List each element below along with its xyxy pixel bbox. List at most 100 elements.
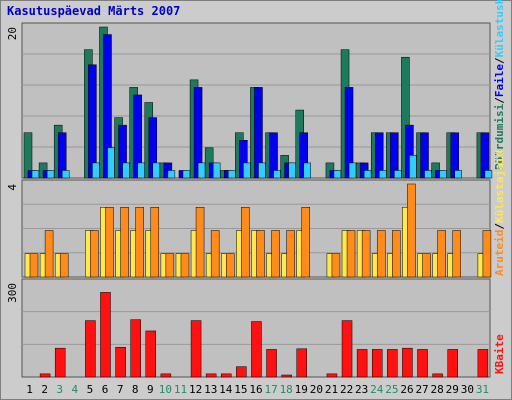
kbytes-bar-7 <box>115 346 126 378</box>
visits-bar-18 <box>286 230 295 278</box>
legend-top-panel-part: Külastuskülgi <box>493 0 506 57</box>
day-label-29: 29 <box>446 383 459 396</box>
day-label-23: 23 <box>355 383 368 396</box>
hits-bar-9 <box>152 162 161 179</box>
hits-bar-25 <box>394 170 402 179</box>
kbytes-bar-12 <box>190 320 202 378</box>
visits-bar-25 <box>392 230 401 278</box>
day-label-9: 9 <box>147 383 154 396</box>
hits-bar-16 <box>258 162 266 179</box>
day-label-6: 6 <box>102 383 109 396</box>
kbytes-bar-24 <box>371 349 383 378</box>
kbytes-bar-9 <box>145 330 157 378</box>
kbytes-bar-19 <box>296 348 307 378</box>
hits-bar-8 <box>137 162 145 179</box>
visits-bar-14 <box>226 253 235 278</box>
kbytes-bar-28 <box>432 373 443 378</box>
day-label-10: 10 <box>159 383 172 396</box>
visits-bar-24 <box>376 230 386 278</box>
kbytes-bar-26 <box>402 347 413 378</box>
visits-bar-16 <box>256 230 265 278</box>
day-label-25: 25 <box>385 383 398 396</box>
hits-bar-18 <box>288 162 296 179</box>
files-bar-5 <box>88 64 97 179</box>
visits-bar-28 <box>437 230 446 278</box>
hits-bar-1 <box>31 170 40 179</box>
visits-bar-1 <box>29 253 39 278</box>
visits-bar-17 <box>271 230 280 278</box>
kbytes-bar-23 <box>356 349 368 378</box>
kbytes-bar-29 <box>447 349 458 378</box>
legend-top-panel-separator: / <box>493 97 506 104</box>
hits-bar-29 <box>454 170 462 179</box>
hits-bar-23 <box>363 170 372 179</box>
day-label-22: 22 <box>340 383 353 396</box>
day-label-31: 31 <box>476 383 489 396</box>
legend-bottom-panel-part: KBaite <box>493 334 506 374</box>
hits-bar-7 <box>122 162 130 179</box>
hits-bar-3 <box>61 170 70 179</box>
visits-bar-22 <box>346 230 356 278</box>
hits-bar-14 <box>228 170 236 179</box>
visits-bar-6 <box>105 207 114 278</box>
visits-bar-23 <box>361 230 371 278</box>
day-label-30: 30 <box>461 383 474 396</box>
hits-bar-27 <box>424 170 432 179</box>
hits-bar-10 <box>167 170 176 179</box>
kbytes-bar-17 <box>266 349 277 378</box>
day-label-16: 16 <box>249 383 262 396</box>
hits-bar-26 <box>409 155 417 179</box>
day-label-17: 17 <box>264 383 277 396</box>
hits-bar-31 <box>484 170 493 179</box>
kbytes-bar-18 <box>281 374 292 378</box>
day-label-21: 21 <box>325 383 338 396</box>
kbytes-bar-21 <box>326 373 338 378</box>
panel-2-y-max-label: 4 <box>6 184 19 191</box>
kbytes-bar-31 <box>477 349 489 378</box>
day-label-11: 11 <box>174 383 187 396</box>
day-label-1: 1 <box>26 383 33 396</box>
hits-bar-11 <box>182 170 191 179</box>
hits-bar-22 <box>348 162 357 179</box>
visits-bar-2 <box>44 230 54 278</box>
kbytes-bar-10 <box>160 373 172 378</box>
hits-bar-2 <box>46 170 55 179</box>
visits-bar-11 <box>180 253 190 278</box>
visits-bar-7 <box>120 207 129 278</box>
kbytes-bar-27 <box>417 349 428 378</box>
hits-bar-5 <box>92 162 100 179</box>
kbytes-bar-5 <box>85 320 96 378</box>
kbytes-bar-3 <box>54 347 66 378</box>
kbytes-bar-13 <box>205 373 217 378</box>
hits-bar-17 <box>273 170 281 179</box>
visits-bar-19 <box>301 207 310 278</box>
day-label-19: 19 <box>295 383 308 396</box>
day-label-26: 26 <box>400 383 413 396</box>
visits-bar-3 <box>59 253 69 278</box>
kbytes-bar-16 <box>251 321 262 378</box>
day-label-4: 4 <box>72 383 79 396</box>
legend-top-panel: Pöördumisi/Faile/Külastuskülgi <box>493 0 506 170</box>
day-label-28: 28 <box>431 383 444 396</box>
day-label-7: 7 <box>117 383 124 396</box>
chart-title: Kasutuspäevad Märts 2007 <box>7 4 181 18</box>
visits-bar-15 <box>241 207 250 278</box>
kbytes-bar-14 <box>221 373 232 378</box>
visits-bar-26 <box>407 183 416 278</box>
day-label-2: 2 <box>41 383 48 396</box>
visits-bar-31 <box>482 230 492 278</box>
day-label-24: 24 <box>370 383 384 396</box>
hits-bar-6 <box>107 147 115 179</box>
visits-bar-9 <box>150 207 160 278</box>
day-label-27: 27 <box>415 383 428 396</box>
day-label-13: 13 <box>204 383 217 396</box>
hits-bar-24 <box>378 170 387 179</box>
panel-3-y-max-label: 300 <box>6 283 19 303</box>
day-label-15: 15 <box>234 383 247 396</box>
legend-bottom-panel: KBaite <box>493 334 506 374</box>
visits-bar-12 <box>195 207 205 278</box>
day-label-8: 8 <box>132 383 139 396</box>
hits-bar-21 <box>333 170 342 179</box>
hits-bar-12 <box>197 162 206 179</box>
